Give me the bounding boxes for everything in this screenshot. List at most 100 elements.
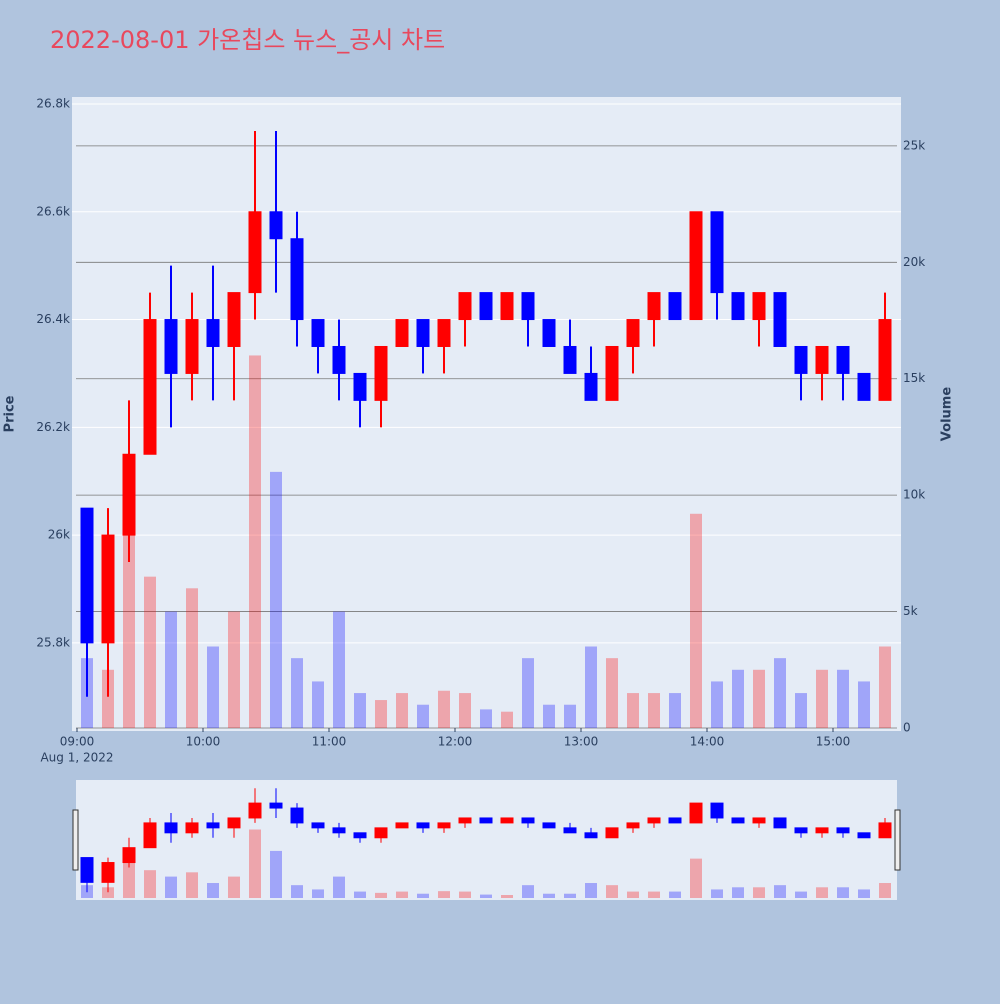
y-tick-label: 26k [48,528,70,542]
volume-bar [795,693,807,728]
mini-volume-bar [123,859,135,898]
mini-candle-body [332,827,346,834]
mini-volume-bar [648,891,660,898]
mini-candle-body [668,817,682,824]
mini-volume-bar [858,889,870,898]
mini-candle-body [794,827,808,834]
volume-bar [606,658,618,728]
mini-candle-body [731,817,745,824]
candle-body [878,319,892,401]
mini-volume-bar [333,876,345,898]
volume-bar [837,669,849,728]
volume-bar [480,709,492,728]
volume-bar [585,646,597,728]
x-tick-label: 10:00 [186,735,221,749]
volume-bar [333,611,345,728]
mini-volume-bar [417,893,429,898]
candle-body [773,292,787,347]
range-slider[interactable] [76,780,897,900]
mini-candle-body [206,822,220,829]
mini-volume-bar [375,892,387,898]
mini-volume-bar [627,891,639,898]
mini-candle-body [353,832,367,839]
mini-candle-body [857,832,871,839]
volume-bar [816,669,828,728]
mini-candle-body [80,857,94,883]
mini-volume-bar [543,893,555,898]
volume-bar [207,646,219,728]
candle-body [689,211,703,321]
volume-bar [774,658,786,728]
volume-bar [690,513,702,728]
mini-candle-body [584,832,598,839]
mini-candle-body [710,802,724,819]
mini-candle-body [479,817,493,824]
mini-volume-bar [732,887,744,898]
mini-candle-body [143,822,157,849]
candle-body [605,345,619,401]
mini-candle-body [626,822,640,829]
y2-axis-title: Volume [940,387,955,442]
chart-title: 2022-08-01 가온칩스 뉴스_공시 차트 [50,26,445,54]
candle-body [374,345,388,401]
candle-body [752,292,766,321]
plot-area [72,97,901,731]
volume-bar [732,669,744,728]
x-tick-label: 13:00 [564,735,599,749]
mini-candle-body [311,822,325,829]
candle-body [353,372,367,401]
mini-candle-body [290,807,304,824]
mini-volume-bar [690,858,702,898]
candle-body [710,211,724,294]
x-tick-label: 12:00 [438,735,473,749]
candle-body [185,319,199,374]
mini-candle-body [122,847,136,864]
mini-volume-bar [165,876,177,898]
x-tick-label: 15:00 [816,735,851,749]
mini-volume-bar [837,887,849,898]
x-tick-label: 14:00 [690,735,725,749]
candle-body [227,292,241,347]
y-axis-title: Price [3,395,18,432]
candle-body [332,345,346,374]
volume-bar [438,690,450,728]
candle-body [815,345,829,374]
range-handle-left [72,809,79,871]
candle-body [122,453,136,536]
mini-volume-bar [501,895,513,898]
mini-candle-body [836,827,850,834]
mini-volume-bar [207,883,219,898]
volume-bar [354,693,366,728]
candle-body [542,319,556,347]
volume-bar [879,646,891,728]
candle-body [647,292,661,321]
mini-volume-bar [711,889,723,898]
volume-bar [123,518,135,728]
x-tick-label: 09:00 [60,735,95,749]
mini-candle-body [605,827,619,839]
y-tick-label: 26.8k [36,97,70,111]
mini-volume-bar [438,891,450,898]
mini-volume-bar [354,891,366,898]
volume-bar [501,711,513,728]
volume-bar [396,693,408,728]
y2-tick-label: 5k [903,604,918,618]
mini-candle-body [416,822,430,829]
candle-body [206,319,220,347]
candle-body [248,211,262,294]
mini-candle-body [437,822,451,829]
mini-candle-body [689,802,703,824]
mini-candle-body [647,817,661,824]
volume-bar [291,658,303,728]
mini-candle-body [815,827,829,834]
candle-body [458,292,472,321]
volume-bar [417,704,429,728]
mini-volume-bar [522,885,534,898]
volume-bar [564,704,576,728]
candle-body [500,292,514,321]
candle-body [626,319,640,347]
mini-candle-body [248,802,262,819]
mini-volume-bar [774,885,786,898]
mini-volume-bar [879,883,891,898]
mini-volume-bar [669,891,681,898]
